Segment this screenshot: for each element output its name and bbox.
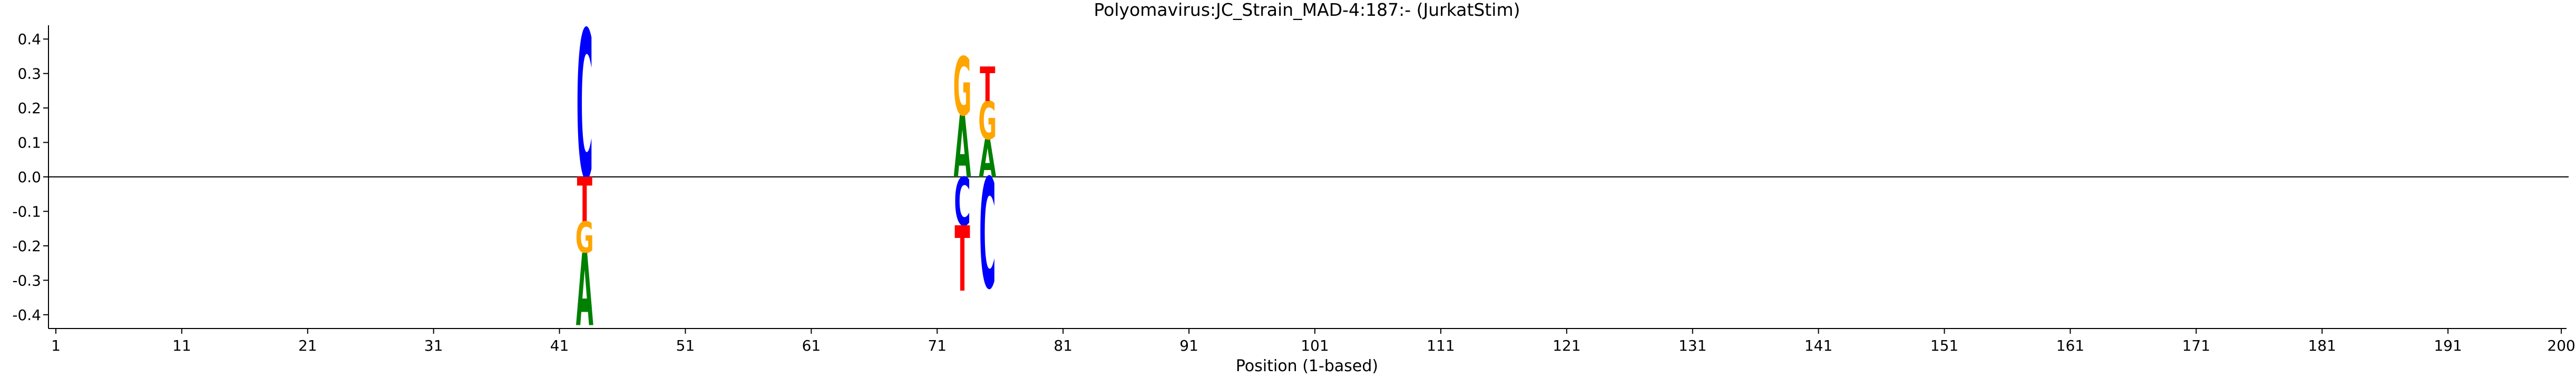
x-tick-label: 161 xyxy=(2056,337,2084,354)
logo-letter-a: A xyxy=(953,98,971,197)
x-axis: 1 11 21 31 41 51 61 71 81 91 101 111 121 131 141 151 161… xyxy=(48,328,2575,354)
y-tick-label: 0.1 xyxy=(17,134,41,152)
y-tick-label: 0.3 xyxy=(17,65,41,83)
x-tick-label: 101 xyxy=(1301,337,1329,354)
logo-letter-c: C xyxy=(954,165,970,242)
y-tick-label: 0.0 xyxy=(17,168,41,186)
x-tick-label: 81 xyxy=(1053,337,1072,354)
x-tick-label: 41 xyxy=(550,337,569,354)
y-axis: -0.4 -0.3 -0.2 -0.1 0.0 0.1 0.2 0.3 0.4 xyxy=(12,25,49,329)
logo-letter-g: G xyxy=(575,214,594,263)
y-tick-label: -0.2 xyxy=(12,237,41,255)
x-axis-label: Position (1-based) xyxy=(1236,357,1378,375)
x-tick-label: 51 xyxy=(676,337,695,354)
x-tick-label: 121 xyxy=(1553,337,1580,354)
logo-letter-t: T xyxy=(980,57,995,113)
x-tick-label: 131 xyxy=(1679,337,1706,354)
y-tick-label: -0.1 xyxy=(12,203,41,220)
x-tick-label: 31 xyxy=(424,337,443,354)
logo-letter-t: T xyxy=(577,164,592,236)
x-tick-label: 91 xyxy=(1179,337,1198,354)
x-tick-label: 171 xyxy=(2182,337,2210,354)
x-tick-label: 200 xyxy=(2547,337,2575,354)
x-tick-label: 11 xyxy=(172,337,191,354)
x-tick-label: 71 xyxy=(928,337,947,354)
y-tick-label: -0.3 xyxy=(12,272,41,289)
logo-letter-a: A xyxy=(576,234,593,349)
logo-letter-c: C xyxy=(577,0,593,225)
logo-letter-c: C xyxy=(979,148,996,323)
x-tick-label: 191 xyxy=(2434,337,2462,354)
x-tick-label: 1 xyxy=(51,337,61,354)
x-tick-label: 141 xyxy=(1804,337,1832,354)
x-tick-label: 111 xyxy=(1427,337,1455,354)
x-tick-label: 61 xyxy=(802,337,821,354)
y-tick-label: 0.4 xyxy=(17,31,41,48)
logo-letter-g: G xyxy=(953,41,971,134)
x-tick-label: 181 xyxy=(2308,337,2336,354)
x-tick-label: 151 xyxy=(1930,337,1958,354)
y-tick-label: 0.2 xyxy=(17,100,41,117)
chart-title: Polyomavirus:JC_Strain_MAD-4:187:- (Jurk… xyxy=(1094,0,1520,20)
logo-letter-t: T xyxy=(954,208,970,312)
logo-letter-g: G xyxy=(978,91,997,151)
y-tick-label: -0.4 xyxy=(12,306,41,324)
logo-letter-a: A xyxy=(979,128,996,189)
x-tick-label: 21 xyxy=(298,337,317,354)
